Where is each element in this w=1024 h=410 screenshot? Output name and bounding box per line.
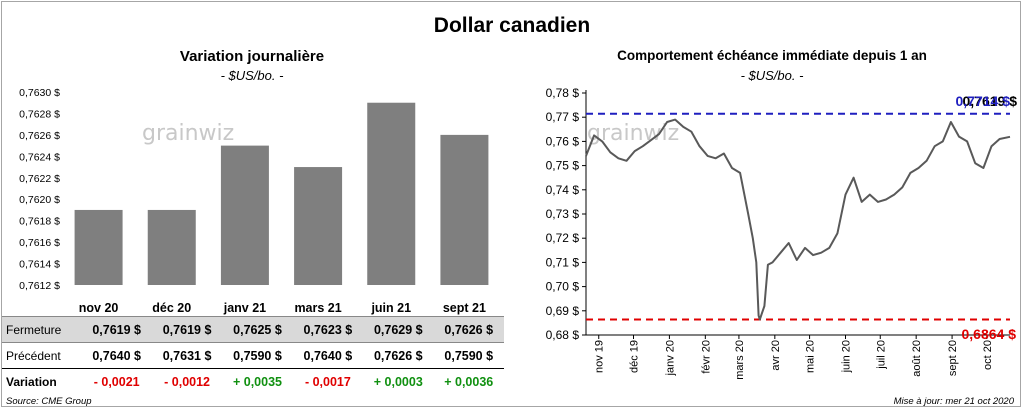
line-chart-unit: - $US/bo. - xyxy=(740,68,804,83)
table-cell: 0,7619 $ xyxy=(81,316,152,343)
y-tick-label: 0,7624 $ xyxy=(19,151,60,163)
x-tick-label: oct 20 xyxy=(982,340,994,370)
x-tick-label: déc 19 xyxy=(628,340,640,373)
y-tick-label: 0,76 $ xyxy=(546,134,580,148)
futures-table: Fermeture 0,7619 $0,7619 $0,7625 $0,7623 … xyxy=(2,316,504,394)
table-cell: 0,7619 $ xyxy=(151,316,223,343)
x-tick-label: juil 20 xyxy=(875,340,887,370)
x-tick-label: mars 20 xyxy=(734,340,746,380)
y-tick-label: 0,7630 $ xyxy=(19,87,60,99)
watermark-text: grainwiz xyxy=(142,121,234,146)
x-tick-label: août 20 xyxy=(911,340,923,377)
x-tick-label: sept 21 xyxy=(443,301,486,315)
bar-chart-unit: - $US/bo. - xyxy=(220,68,284,83)
x-tick-label: juin 20 xyxy=(840,340,852,373)
y-tick-label: 0,7616 $ xyxy=(19,237,60,249)
bar xyxy=(147,209,196,285)
bar xyxy=(367,102,416,285)
x-tick-label: févr 20 xyxy=(700,340,712,374)
line-chart-title: Comportement échéance immédiate depuis 1… xyxy=(617,48,927,63)
bar-chart: grainwiz 0,7612 $ 0,7614 $ 0,7616 $ 0,7618 $… xyxy=(19,87,489,315)
x-tick-label: déc 20 xyxy=(152,301,191,315)
table-cell: 0,7626 $ xyxy=(433,316,504,343)
y-tick-label: 0,69 $ xyxy=(546,304,580,318)
table-cell: 0,7623 $ xyxy=(292,316,364,343)
x-tick-label: janv 20 xyxy=(664,340,676,376)
y-tick-label: 0,7618 $ xyxy=(19,216,60,228)
table-cell: 0,7590 $ xyxy=(222,342,293,369)
source-note: Source: CME Group xyxy=(6,396,92,407)
table-row: Fermeture 0,7619 $0,7619 $0,7625 $0,7623 … xyxy=(2,316,504,343)
y-tick-label: 0,78 $ xyxy=(546,86,580,100)
table-cell: - 0,0012 xyxy=(164,374,211,389)
y-tick-label: 0,7612 $ xyxy=(19,280,60,292)
table-cell: 0,7640 $ xyxy=(81,342,152,369)
y-tick-label: 0,70 $ xyxy=(546,280,580,294)
low-value-label: 0,6864 $ xyxy=(962,326,1017,342)
y-tick-label: 0,7614 $ xyxy=(19,259,60,271)
bar xyxy=(440,134,489,285)
table-cell: - 0,0021 xyxy=(93,374,140,389)
y-tick-label: 0,71 $ xyxy=(546,255,580,269)
table-cell: + 0,0035 xyxy=(232,374,282,389)
y-tick-label: 0,72 $ xyxy=(546,231,580,245)
x-tick-label: avr 20 xyxy=(770,340,782,371)
table-cell: 0,7640 $ xyxy=(292,342,364,369)
x-tick-label: nov 20 xyxy=(79,301,119,315)
high-value-label: 0,7714 $ xyxy=(956,93,1011,109)
y-tick-label: 0,7626 $ xyxy=(19,130,60,142)
table-cell: + 0,0036 xyxy=(444,374,494,389)
table-cell: - 0,0017 xyxy=(304,374,351,389)
table-cell: + 0,0003 xyxy=(373,374,423,389)
x-tick-label: nov 19 xyxy=(594,340,606,373)
x-tick-label: janv 21 xyxy=(223,301,266,315)
y-tick-label: 0,74 $ xyxy=(546,183,580,197)
row-label: Variation xyxy=(6,374,57,389)
table-row: Précédent 0,7640 $0,7631 $0,7590 $0,7640 … xyxy=(2,342,504,369)
bar-chart-title: Variation journalière xyxy=(179,48,325,65)
row-label: Précédent xyxy=(2,342,82,369)
row-label: Fermeture xyxy=(2,316,82,343)
page-title: Dollar canadien xyxy=(433,14,591,37)
bar xyxy=(220,145,269,285)
table-cell: 0,7590 $ xyxy=(433,342,504,369)
table-cell: 0,7631 $ xyxy=(151,342,223,369)
x-tick-label: mai 20 xyxy=(805,340,817,373)
y-tick-label: 0,77 $ xyxy=(546,110,580,124)
update-note: Mise à jour: mer 21 oct 2020 xyxy=(893,396,1014,407)
last-value-label: 0,7619 $ xyxy=(963,93,1018,109)
x-tick-label: juin 21 xyxy=(370,301,411,315)
y-tick-label: 0,75 $ xyxy=(546,159,580,173)
y-tick-label: 0,73 $ xyxy=(546,207,580,221)
y-tick-label: 0,68 $ xyxy=(546,328,580,342)
x-tick-label: mars 21 xyxy=(294,301,341,315)
table-cell: 0,7625 $ xyxy=(222,316,293,343)
y-tick-label: 0,7622 $ xyxy=(19,173,60,185)
bar xyxy=(74,209,123,285)
bar xyxy=(294,167,343,285)
table-row: Variation - 0,0021 - 0,0012 + 0,0035 - 0,001… xyxy=(2,369,504,395)
y-tick-label: 0,7620 $ xyxy=(19,194,60,206)
y-tick-label: 0,7628 $ xyxy=(19,108,60,120)
x-tick-label: sept 20 xyxy=(947,340,959,376)
table-cell: 0,7629 $ xyxy=(363,316,434,343)
table-cell: 0,7626 $ xyxy=(363,342,434,369)
series-line xyxy=(585,118,1011,321)
